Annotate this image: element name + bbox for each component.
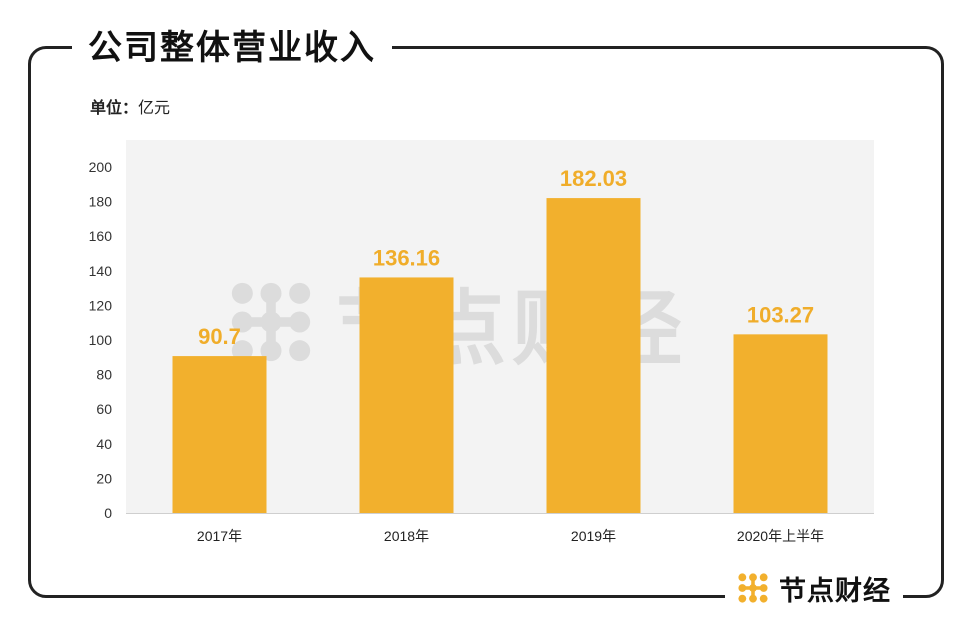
chart-title: 公司整体营业收入 — [88, 28, 376, 68]
x-tick-label: 2017年 — [197, 528, 242, 544]
x-tick-label: 2020年上半年 — [737, 528, 824, 544]
bar — [172, 356, 267, 513]
y-tick-label: 80 — [96, 367, 112, 383]
y-tick-label: 180 — [89, 194, 113, 210]
y-tick-label: 40 — [96, 436, 112, 452]
data-label: 90.7 — [198, 324, 241, 349]
x-tick-label: 2018年 — [384, 528, 429, 544]
unit-label: 单位：亿元 — [90, 94, 170, 118]
y-tick-label: 200 — [89, 159, 113, 175]
brand-name: 节点财经 — [779, 575, 891, 607]
unit-key: 单位： — [90, 98, 139, 117]
y-tick-label: 0 — [104, 505, 112, 521]
chart-frame — [28, 46, 944, 598]
y-tick-label: 140 — [89, 263, 113, 279]
y-tick-label: 160 — [89, 228, 113, 244]
bar — [359, 277, 454, 513]
data-label: 182.03 — [560, 166, 627, 191]
dot-grid-logo-icon — [738, 573, 768, 603]
data-label: 136.16 — [373, 245, 440, 270]
y-tick-label: 100 — [89, 332, 113, 348]
unit-value: 亿元 — [138, 98, 171, 117]
data-label: 103.27 — [747, 302, 814, 327]
y-tick-label: 60 — [96, 401, 112, 417]
x-tick-label: 2019年 — [571, 528, 616, 544]
y-tick-label: 20 — [96, 470, 112, 486]
title-container: 公司整体营业收入 — [72, 28, 392, 68]
y-tick-label: 120 — [89, 297, 113, 313]
bar — [733, 334, 828, 513]
brand-footer: 节点财经 — [725, 566, 903, 610]
bar — [546, 198, 641, 513]
